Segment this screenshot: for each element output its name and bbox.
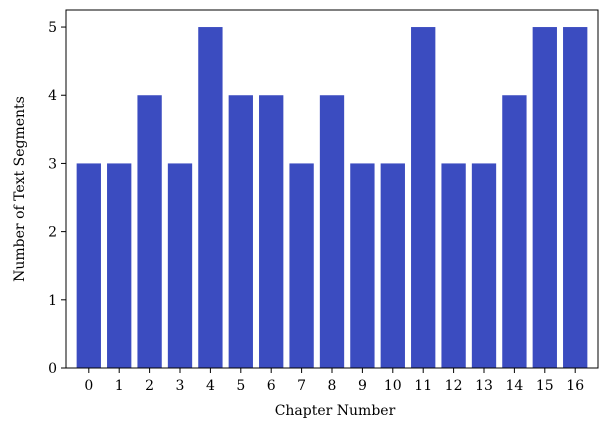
x-ticks-layer: 0 1 2 3 4 5 6 7 8 9 10 11 12 13 14 15 16 (84, 368, 584, 394)
bar-chapter-9 (350, 163, 375, 368)
x-tick-label: 8 (328, 378, 337, 394)
bar-chapter-8 (319, 95, 345, 369)
y-tick-label: 2 (48, 225, 57, 241)
x-tick-label: 12 (445, 378, 463, 394)
y-tick-label: 0 (48, 361, 57, 377)
y-axis-label: Number of Text Segments (12, 96, 28, 282)
bar-chapter-12 (441, 163, 466, 368)
bar-chapter-6 (259, 95, 284, 369)
x-axis-label: Chapter Number (275, 403, 396, 419)
x-tick-label: 10 (384, 378, 402, 394)
x-tick-label: 3 (176, 378, 185, 394)
x-tick-label: 9 (358, 378, 367, 394)
y-ticks-layer: 0 1 2 3 4 5 (48, 20, 66, 377)
bar-chapter-14 (502, 95, 527, 369)
bar-chapter-2 (137, 95, 162, 369)
bar-chapter-3 (167, 163, 193, 368)
x-tick-label: 0 (84, 378, 93, 394)
bar-chapter-5 (228, 95, 253, 369)
bar-chapter-15 (532, 27, 557, 369)
y-tick-label: 3 (48, 156, 57, 172)
y-tick-label: 4 (48, 88, 57, 104)
x-tick-label: 14 (505, 378, 523, 394)
bar-chapter-11 (411, 27, 436, 369)
y-tick-label: 1 (48, 293, 57, 309)
x-tick-label: 6 (267, 378, 276, 394)
bar-chapter-10 (380, 163, 405, 368)
x-tick-label: 15 (536, 378, 554, 394)
y-tick-label: 5 (48, 20, 57, 36)
bar-chapter-0 (76, 163, 101, 368)
x-tick-label: 7 (297, 378, 306, 394)
bars-layer (76, 27, 588, 369)
x-tick-label: 4 (206, 378, 215, 394)
x-tick-label: 2 (145, 378, 154, 394)
x-tick-label: 11 (414, 378, 432, 394)
x-tick-label: 5 (236, 378, 245, 394)
bar-chapter-7 (289, 163, 314, 368)
x-tick-label: 16 (566, 378, 584, 394)
bar-chapter-1 (107, 163, 132, 368)
x-tick-label: 1 (115, 378, 124, 394)
bar-chapter-16 (563, 27, 588, 369)
x-tick-label: 13 (475, 378, 493, 394)
bar-chapter-13 (471, 163, 497, 368)
bar-chapter-4 (198, 27, 223, 369)
